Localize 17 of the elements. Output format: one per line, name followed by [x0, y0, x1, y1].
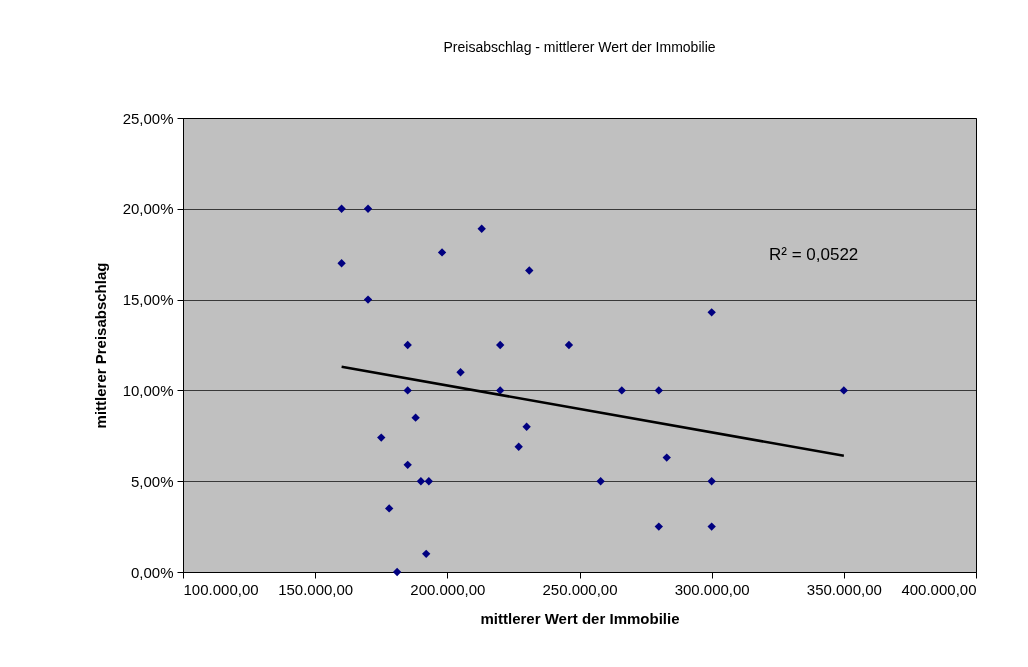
y-tick-label: 10,00% — [122, 381, 174, 399]
x-axis-title: mittlerer Wert der Immobilie — [480, 609, 680, 627]
x-tick-label: 100.000,00 — [183, 580, 259, 598]
y-tick-label: 20,00% — [122, 200, 174, 218]
chart-title: Preisabschlag - mittlerer Wert der Immobilie — [443, 39, 716, 55]
y-axis-title: mittlerer Preisabschlag — [91, 262, 109, 429]
y-tick-label: 15,00% — [122, 291, 174, 309]
y-tick-label: 25,00% — [122, 109, 174, 127]
x-tick-label: 350.000,00 — [806, 580, 882, 598]
annotation: R² = 0,0522 — [769, 245, 859, 264]
x-tick-label: 150.000,00 — [278, 580, 354, 598]
y-tick-label: 5,00% — [130, 472, 174, 490]
x-tick-label: 300.000,00 — [674, 580, 750, 598]
y-tick-label: 0,00% — [130, 563, 174, 581]
x-tick-label: 400.000,00 — [901, 580, 977, 598]
x-tick-label: 200.000,00 — [410, 580, 486, 598]
x-tick-label: 250.000,00 — [542, 580, 618, 598]
